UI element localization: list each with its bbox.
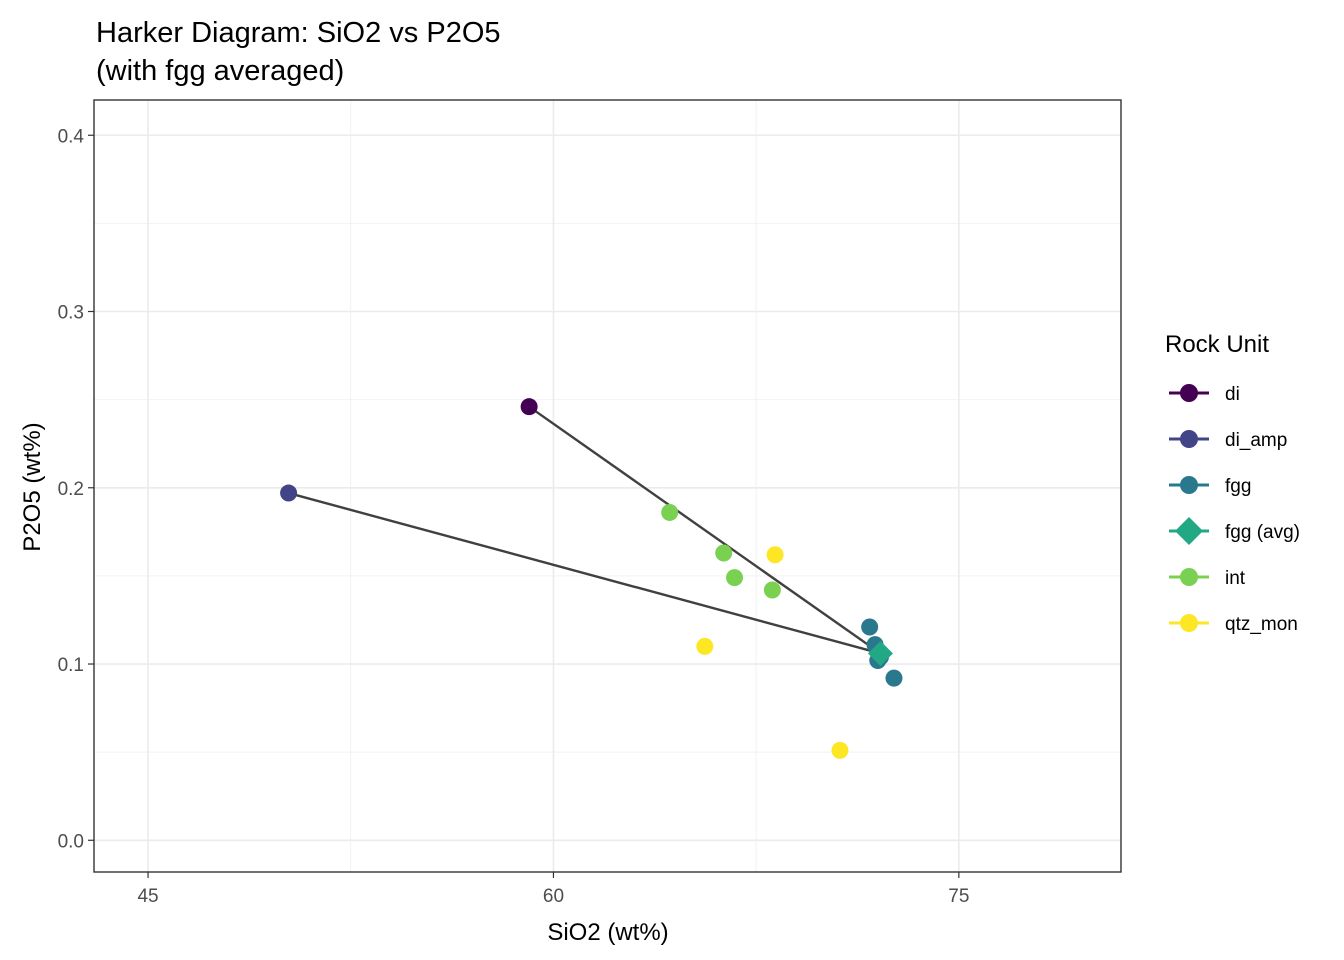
x-axis: 45 60 75 xyxy=(137,872,969,907)
point-int xyxy=(715,544,733,562)
legend-key-diamond xyxy=(1175,517,1203,545)
point-fgg xyxy=(885,669,903,687)
point-int xyxy=(661,503,679,521)
legend-label: fgg xyxy=(1225,476,1251,497)
legend-title: Rock Unit xyxy=(1165,331,1269,358)
legend-key-circle xyxy=(1180,384,1198,402)
y-axis-title: P2O5 (wt%) xyxy=(19,422,46,551)
chart-title-line-2: (with fgg averaged) xyxy=(96,55,344,87)
y-tick-label: 0.2 xyxy=(58,479,84,500)
y-tick-label: 0.1 xyxy=(58,655,84,676)
legend-key-circle xyxy=(1180,476,1198,494)
point-qtz-mon xyxy=(696,637,714,655)
x-axis-title: SiO2 (wt%) xyxy=(547,919,668,946)
legend-item: qtz_mon xyxy=(1169,614,1298,635)
point-qtz-mon xyxy=(831,741,849,759)
y-tick-label: 0.4 xyxy=(58,126,85,147)
legend-key-circle xyxy=(1180,614,1198,632)
connector-line xyxy=(288,491,881,655)
y-tick-label: 0.3 xyxy=(58,303,84,324)
connector-line xyxy=(528,405,882,655)
point-fgg xyxy=(861,618,879,636)
point-di-amp xyxy=(280,484,298,502)
legend-label: qtz_mon xyxy=(1225,614,1298,635)
y-tick-label: 0.0 xyxy=(58,831,84,852)
x-tick-label: 45 xyxy=(137,886,158,907)
point-fgg-avg xyxy=(867,640,893,666)
grid xyxy=(94,100,1121,872)
point-int xyxy=(763,581,781,599)
data-points xyxy=(280,398,903,759)
legend-key-circle xyxy=(1180,568,1198,586)
chart-title-line-1: Harker Diagram: SiO2 vs P2O5 xyxy=(96,17,501,49)
legend-label: int xyxy=(1225,568,1246,589)
plot-panel-border xyxy=(93,99,1122,873)
y-axis: 0.0 0.1 0.2 0.3 0.4 xyxy=(58,126,94,852)
x-tick-label: 75 xyxy=(948,886,969,907)
connector-lines xyxy=(288,405,882,655)
point-qtz-mon xyxy=(766,546,784,564)
legend-label: di_amp xyxy=(1225,430,1287,451)
point-di xyxy=(520,398,538,416)
legend-item: fgg xyxy=(1169,476,1251,497)
x-tick-label: 60 xyxy=(543,886,564,907)
legend-label: di xyxy=(1225,384,1240,405)
legend-label: fgg (avg) xyxy=(1225,522,1300,543)
legend-item: fgg (avg) xyxy=(1169,517,1300,545)
legend-item: di_amp xyxy=(1169,430,1287,451)
legend-item: int xyxy=(1169,568,1246,589)
point-int xyxy=(726,569,744,587)
legend-key-circle xyxy=(1180,430,1198,448)
legend-item: di xyxy=(1169,384,1240,405)
